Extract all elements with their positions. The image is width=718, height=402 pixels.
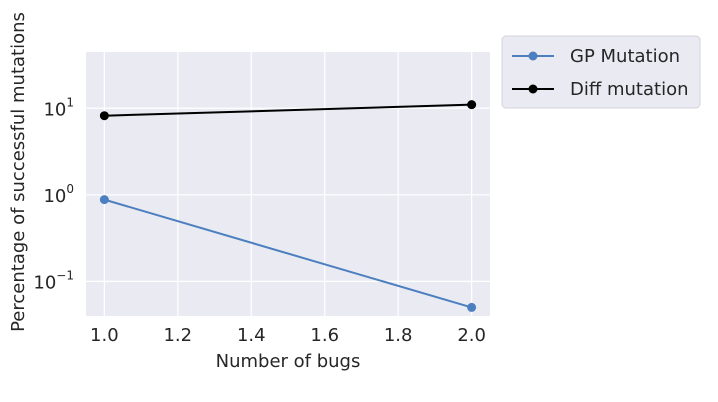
x-tick-label: 1.8: [384, 325, 413, 346]
legend-label-diff-mutation: Diff mutation: [570, 79, 689, 100]
data-point-gp-mutation: [467, 302, 477, 312]
series-line-gp-mutation: [104, 198, 472, 309]
legend: GP Mutation Diff mutation: [501, 35, 701, 109]
legend-label-gp-mutation: GP Mutation: [570, 46, 680, 67]
y-tick-label: 100: [43, 182, 74, 207]
plot-area: [86, 52, 490, 316]
series-line-diff-mutation: [104, 103, 472, 117]
x-tick-label: 1.4: [237, 325, 266, 346]
y-tick-label: 101: [43, 95, 74, 120]
data-point-diff-mutation: [467, 100, 477, 110]
x-axis-label: Number of bugs: [216, 351, 361, 372]
series-gp-mutation: [99, 195, 477, 312]
x-tick-label: 1.0: [90, 325, 119, 346]
legend-marker-diff-mutation: [528, 84, 538, 94]
y-tick-label: 10−1: [33, 268, 74, 293]
data-point-gp-mutation: [99, 195, 109, 205]
y-axis-label: Percentage of successful mutations: [8, 12, 29, 332]
x-tick-label: 1.6: [310, 325, 339, 346]
series-diff-mutation: [99, 100, 477, 121]
series-layer: [99, 100, 477, 312]
legend-marker-gp-mutation: [528, 51, 538, 61]
data-point-diff-mutation: [99, 111, 109, 121]
x-tick-label: 2.0: [457, 325, 486, 346]
x-tick-labels: 1.0 1.2 1.4 1.6 1.8 2.0: [90, 325, 486, 346]
x-tick-label: 1.2: [163, 325, 192, 346]
grid-lines: [86, 52, 490, 316]
y-tick-labels: 101 100 10−1: [33, 95, 74, 293]
